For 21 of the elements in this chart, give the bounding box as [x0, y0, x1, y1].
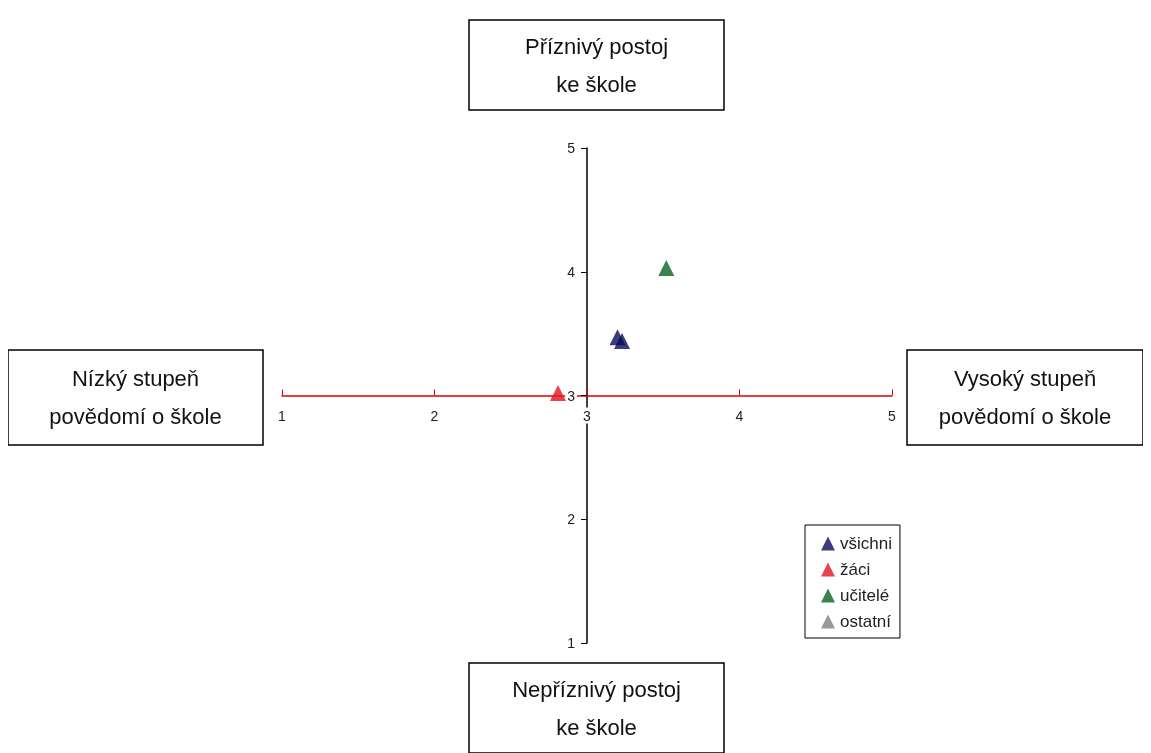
point	[550, 385, 567, 402]
y-tick-label: 5	[567, 140, 576, 156]
y-tick-label: 4	[567, 263, 576, 280]
x-tick-label: 2	[430, 407, 439, 424]
point	[614, 333, 631, 350]
y-tick-label: 3	[567, 387, 576, 404]
text: Vysoký stupeň povědomí o škole	[938, 366, 1112, 429]
x-tick-label: 3	[583, 407, 592, 424]
text: Příznivý postoj ke škole	[524, 33, 669, 97]
text: Nepříznivý postoj ke škole	[512, 676, 681, 740]
x-tick-label: 4	[735, 407, 744, 424]
y-tick-label: 2	[567, 511, 576, 528]
legend-label: žáci	[840, 560, 871, 579]
point	[658, 260, 675, 277]
legend-label: všichni	[840, 534, 892, 553]
text: Nízký stupeň povědomí o škole	[49, 366, 222, 429]
legend-label: učitelé	[840, 586, 890, 605]
x-tick-label: 1	[278, 407, 287, 424]
legend-label: ostatní	[840, 612, 892, 631]
x-tick-label: 5	[888, 407, 897, 424]
y-tick-label: 1	[567, 635, 576, 651]
